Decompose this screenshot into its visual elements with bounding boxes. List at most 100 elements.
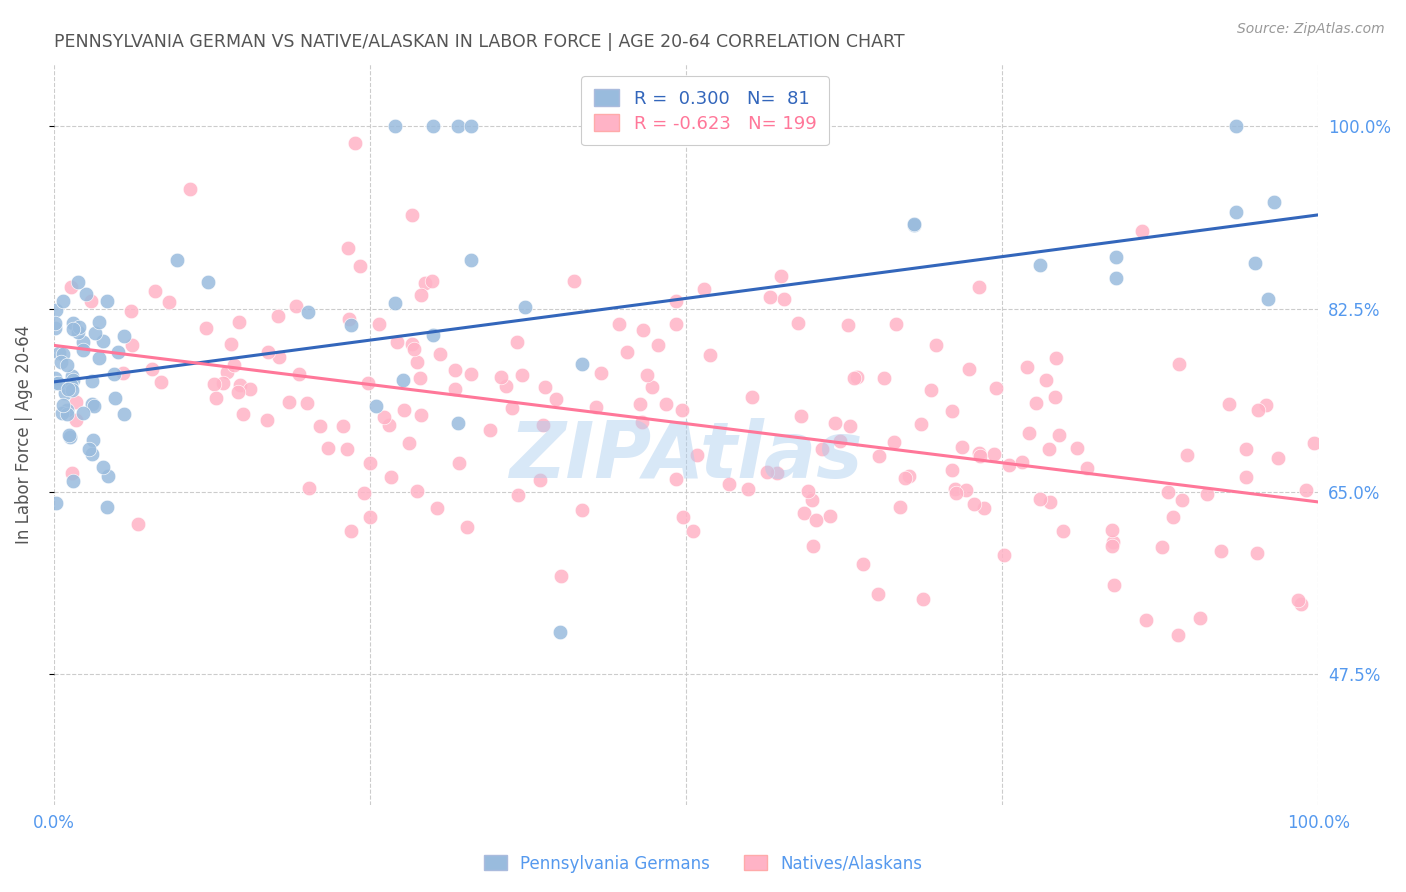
Point <box>204 391 226 405</box>
Point <box>801 539 824 553</box>
Point <box>671 510 693 524</box>
Legend: Pennsylvania Germans, Natives/Alaskans: Pennsylvania Germans, Natives/Alaskans <box>477 848 929 880</box>
Point <box>741 390 763 404</box>
Point <box>544 392 567 407</box>
Point <box>1257 292 1279 306</box>
Point <box>460 368 482 382</box>
Point <box>59 377 82 392</box>
Point <box>337 312 360 326</box>
Point <box>986 381 1008 395</box>
Point <box>963 497 986 511</box>
Point <box>1047 428 1070 442</box>
Point <box>1102 535 1125 549</box>
Point <box>548 625 571 640</box>
Point <box>80 447 103 461</box>
Point <box>506 488 529 502</box>
Point <box>820 509 842 524</box>
Point <box>665 293 688 308</box>
Point <box>60 466 83 480</box>
Point <box>422 327 444 342</box>
Point <box>1132 223 1154 237</box>
Point <box>121 337 143 351</box>
Point <box>790 409 813 423</box>
Point <box>957 362 980 376</box>
Point <box>256 413 278 427</box>
Point <box>1076 461 1098 475</box>
Point <box>718 476 741 491</box>
Point <box>846 370 869 384</box>
Point <box>562 274 585 288</box>
Point <box>920 384 942 398</box>
Point <box>429 346 451 360</box>
Point <box>56 402 79 417</box>
Point <box>62 316 84 330</box>
Point <box>44 316 66 330</box>
Point <box>889 500 911 515</box>
Point <box>56 407 79 421</box>
Point <box>665 472 688 486</box>
Point <box>80 293 103 308</box>
Point <box>332 419 354 434</box>
Point <box>77 442 100 456</box>
Point <box>655 397 678 411</box>
Point <box>228 378 250 392</box>
Point <box>51 355 73 369</box>
Point <box>852 557 875 571</box>
Point <box>45 303 67 318</box>
Point <box>197 275 219 289</box>
Point <box>884 317 907 331</box>
Point <box>75 286 97 301</box>
Point <box>501 401 523 416</box>
Point <box>793 506 815 520</box>
Point <box>359 510 381 524</box>
Point <box>340 318 363 333</box>
Point <box>353 486 375 500</box>
Point <box>53 386 76 401</box>
Point <box>166 253 188 268</box>
Point <box>1218 397 1240 411</box>
Point <box>506 335 529 350</box>
Point <box>1102 578 1125 592</box>
Point <box>67 319 90 334</box>
Point <box>266 310 288 324</box>
Point <box>385 335 408 350</box>
Point <box>1302 435 1324 450</box>
Point <box>1244 255 1267 269</box>
Point <box>844 371 866 385</box>
Text: Source: ZipAtlas.com: Source: ZipAtlas.com <box>1237 22 1385 37</box>
Point <box>339 524 361 538</box>
Point <box>1156 485 1178 500</box>
Point <box>65 395 87 409</box>
Point <box>1225 119 1247 133</box>
Point <box>378 417 401 432</box>
Point <box>1246 546 1268 560</box>
Point <box>1286 592 1309 607</box>
Point <box>297 396 319 410</box>
Point <box>215 365 238 379</box>
Point <box>222 358 245 372</box>
Point <box>411 409 433 423</box>
Point <box>141 362 163 376</box>
Point <box>1263 195 1285 210</box>
Point <box>969 449 991 463</box>
Point <box>755 465 778 479</box>
Point <box>1267 451 1289 466</box>
Point <box>801 493 824 508</box>
Point <box>495 379 517 393</box>
Point <box>287 368 309 382</box>
Point <box>103 367 125 381</box>
Point <box>267 350 290 364</box>
Point <box>1177 448 1199 462</box>
Point <box>910 417 932 432</box>
Point <box>529 474 551 488</box>
Point <box>107 344 129 359</box>
Point <box>796 483 818 498</box>
Point <box>903 219 925 233</box>
Point <box>811 442 834 456</box>
Point <box>277 395 299 409</box>
Point <box>1105 250 1128 264</box>
Point <box>112 367 135 381</box>
Point <box>80 397 103 411</box>
Point <box>257 345 280 359</box>
Point <box>489 370 512 384</box>
